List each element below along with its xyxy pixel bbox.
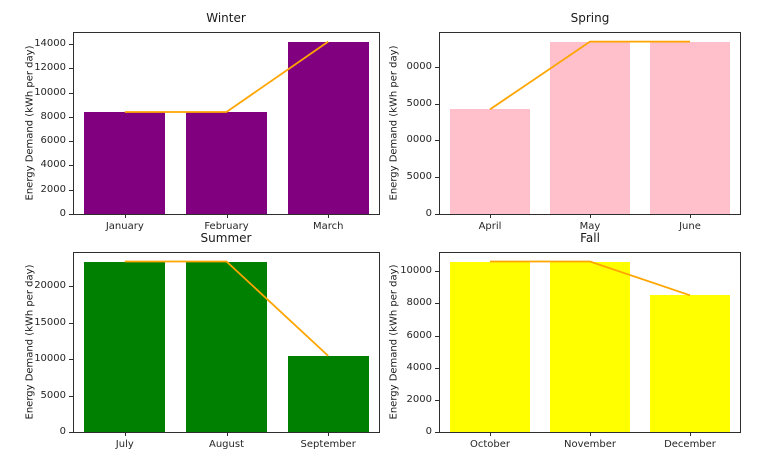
winter-y-tick-label: 8000: [40, 110, 66, 122]
fall-bar-october: [450, 261, 530, 432]
y-tick-mark: [435, 303, 439, 305]
winter-y-tick-label: 10000: [34, 86, 66, 98]
y-tick-mark: [69, 189, 73, 191]
y-tick-mark: [69, 44, 73, 45]
winter-y-tick-label: 6000: [40, 135, 66, 147]
fall-y-tick-label: 0: [425, 426, 432, 437]
y-tick-mark: [69, 432, 73, 433]
y-tick-mark: [69, 116, 73, 118]
y-tick-mark: [69, 214, 73, 215]
y-tick-mark: [435, 432, 439, 433]
spring-x-tick-label: June: [679, 221, 701, 232]
fall-x-tick-label: November: [563, 439, 617, 450]
spring-bar-april: [450, 109, 530, 214]
y-tick-mark: [435, 214, 439, 215]
y-tick-mark: [435, 367, 439, 369]
winter-plot-area: [73, 32, 380, 215]
y-tick-mark: [435, 66, 439, 68]
summer-y-tick-label: 15000: [34, 316, 66, 328]
fall-y-tick-label: 4000: [406, 361, 432, 373]
fall-bar-december: [650, 295, 730, 432]
spring-y-tick-label: 5000: [406, 97, 432, 109]
y-tick-mark: [69, 68, 73, 70]
fall-y-tick-label: 2000: [406, 393, 432, 405]
spring-y-tick-label: 0000: [406, 60, 432, 72]
summer-bar-august: [185, 261, 268, 432]
summer-bar-july: [84, 261, 166, 432]
summer-bar-september: [287, 355, 369, 432]
x-tick-mark: [690, 214, 691, 218]
x-tick-mark: [124, 432, 126, 436]
fall-x-tick-label: December: [664, 439, 716, 450]
winter-bar-february: [185, 112, 268, 214]
y-tick-mark: [69, 92, 73, 94]
y-tick-mark: [435, 140, 439, 142]
winter-y-tick-label: 14000: [34, 38, 66, 49]
fall-y-tick-label: 8000: [406, 297, 432, 309]
summer-y-tick-label: 10000: [34, 353, 66, 365]
winter-x-tick-label: January: [105, 221, 144, 232]
winter-y-tick-label: 2000: [40, 183, 66, 195]
spring-plot-area: [439, 32, 741, 215]
spring-bar-june: [650, 41, 730, 214]
y-tick-mark: [69, 165, 73, 167]
x-tick-mark: [328, 214, 330, 218]
x-tick-mark: [490, 432, 491, 436]
winter-y-tick-label: 0: [59, 208, 66, 219]
winter-y-tick-label: 12000: [34, 62, 66, 74]
x-tick-mark: [590, 214, 591, 218]
fall-y-tick-label: 10000: [400, 265, 432, 277]
y-tick-mark: [69, 395, 73, 397]
x-tick-mark: [124, 214, 126, 218]
spring-title: Spring: [570, 11, 610, 25]
spring-y-tick-label: 0: [425, 208, 432, 219]
y-tick-mark: [435, 271, 439, 273]
winter-title: Winter: [206, 11, 246, 25]
summer-title: Summer: [200, 231, 252, 245]
winter-x-tick-label: February: [204, 221, 249, 232]
fall-y-tick-label: 6000: [406, 329, 432, 341]
winter-bar-january: [84, 112, 166, 214]
x-tick-mark: [328, 432, 330, 436]
fall-x-tick-label: October: [469, 439, 511, 450]
winter-y-tick-label: 4000: [40, 159, 66, 171]
summer-x-tick-label: July: [115, 439, 134, 450]
y-tick-mark: [435, 103, 439, 105]
x-tick-mark: [490, 214, 491, 218]
y-tick-mark: [435, 335, 439, 337]
y-tick-mark: [69, 322, 73, 324]
x-tick-mark: [590, 432, 591, 436]
summer-x-tick-label: August: [209, 439, 244, 450]
spring-bar-may: [550, 41, 630, 214]
y-tick-mark: [69, 359, 73, 361]
spring-x-tick-label: April: [478, 221, 502, 232]
y-tick-mark: [435, 399, 439, 401]
x-tick-mark: [226, 214, 228, 218]
winter-x-tick-label: March: [312, 221, 344, 232]
spring-x-tick-label: May: [579, 221, 601, 232]
fall-title: Fall: [580, 231, 600, 245]
spring-y-tick-label: 0000: [406, 134, 432, 146]
fall-bar-november: [550, 261, 630, 432]
y-tick-mark: [435, 177, 439, 179]
y-tick-mark: [69, 286, 73, 288]
x-tick-mark: [690, 432, 691, 436]
fall-plot-area: [439, 252, 741, 433]
summer-plot-area: [73, 252, 380, 433]
x-tick-mark: [226, 432, 228, 436]
winter-bar-march: [287, 41, 369, 214]
summer-y-tick-label: 0: [59, 426, 66, 437]
y-tick-mark: [69, 141, 73, 143]
summer-y-tick-label: 20000: [34, 280, 66, 292]
summer-x-tick-label: September: [300, 439, 356, 450]
spring-y-tick-label: 5000: [406, 171, 432, 183]
summer-y-tick-label: 5000: [40, 389, 66, 401]
